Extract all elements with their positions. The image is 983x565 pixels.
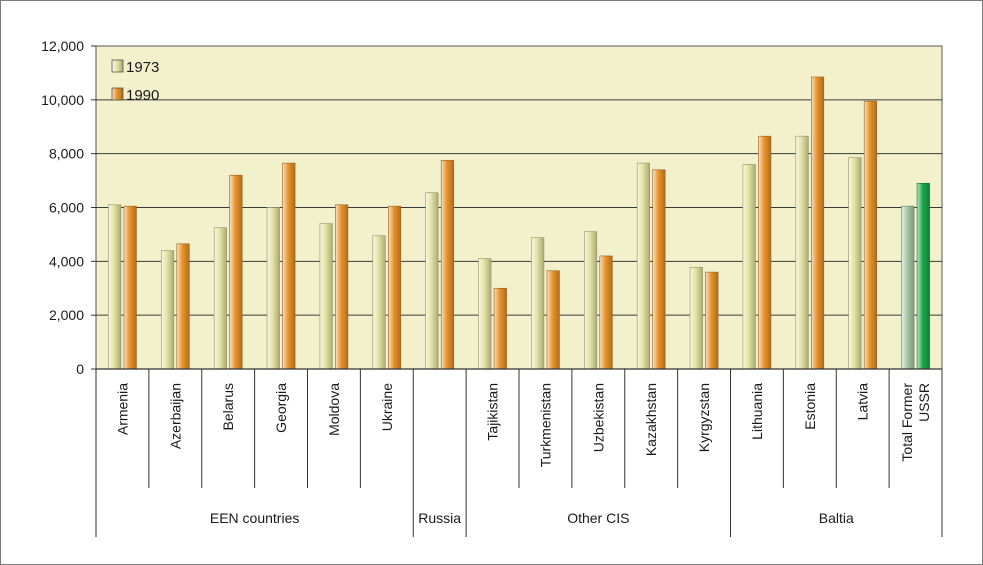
bar-1973 <box>161 250 175 370</box>
category-label: Latvia <box>855 383 871 421</box>
bar-1973 <box>425 192 439 370</box>
y-tick-label: 10,000 <box>41 92 84 108</box>
bar-1990 <box>282 162 296 370</box>
category-label: Moldova <box>326 383 342 436</box>
bar-1990 <box>388 205 402 370</box>
bar-1973 <box>795 135 809 370</box>
legend-swatch-1990 <box>111 87 124 101</box>
category-label: Belarus <box>220 383 236 430</box>
bar-1990 <box>863 100 877 370</box>
group-label: Baltia <box>819 510 854 526</box>
category-label: Total Former <box>899 383 915 462</box>
bar-1990 <box>335 204 349 370</box>
bar-1990 <box>546 270 560 370</box>
category-label: Azerbaijan <box>167 383 183 449</box>
bar-1973 <box>584 231 598 370</box>
bar-1990 <box>176 243 190 370</box>
bar-1973 <box>689 266 703 370</box>
bar-1990 <box>599 255 613 370</box>
y-tick-label: 4,000 <box>49 253 84 269</box>
bar-1990 <box>440 160 454 370</box>
bar-1973 <box>848 157 862 370</box>
bar-1973 <box>742 164 756 370</box>
group-label: Russia <box>418 510 461 526</box>
category-label: Kazakhstan <box>643 383 659 456</box>
bar-1990 <box>916 182 930 370</box>
bar-1990 <box>229 174 243 370</box>
category-label: Ukraine <box>379 383 395 431</box>
category-label: USSR <box>916 383 932 422</box>
bar-1990 <box>652 169 666 370</box>
bar-1990 <box>123 205 137 370</box>
bar-1973 <box>372 235 386 370</box>
bar-1973 <box>213 227 227 370</box>
group-label: EEN countries <box>210 510 299 526</box>
category-label: Uzbekistan <box>590 383 606 452</box>
group-label: Other CIS <box>567 510 629 526</box>
bar-1973 <box>901 205 915 370</box>
category-label: Tajikistan <box>485 383 501 441</box>
y-tick-label: 8,000 <box>49 146 84 162</box>
bar-1973 <box>478 258 492 370</box>
category-label: Armenia <box>114 383 130 435</box>
category-label: Kyrgyzstan <box>696 383 712 452</box>
legend-label: 1973 <box>126 59 159 76</box>
y-tick-label: 12,000 <box>41 38 84 54</box>
bar-1973 <box>108 204 122 370</box>
bar-1990 <box>758 135 772 370</box>
legend-swatch-1973 <box>111 59 124 73</box>
bar-1973 <box>319 223 333 370</box>
y-tick-label: 2,000 <box>49 307 84 323</box>
category-label: Turkmenistan <box>537 383 553 467</box>
bar-1990 <box>811 76 825 370</box>
category-label: Lithuania <box>749 383 765 440</box>
bar-1973 <box>636 162 650 370</box>
category-label: Georgia <box>273 383 289 433</box>
bar-1973 <box>531 237 545 370</box>
bar-1973 <box>266 207 280 370</box>
bar-1990 <box>493 287 507 370</box>
y-tick-label: 6,000 <box>49 200 84 216</box>
legend-label: 1990 <box>126 87 159 104</box>
category-label: Estonia <box>802 383 818 430</box>
bar-1990 <box>705 271 719 370</box>
y-tick-label: 0 <box>76 361 84 377</box>
